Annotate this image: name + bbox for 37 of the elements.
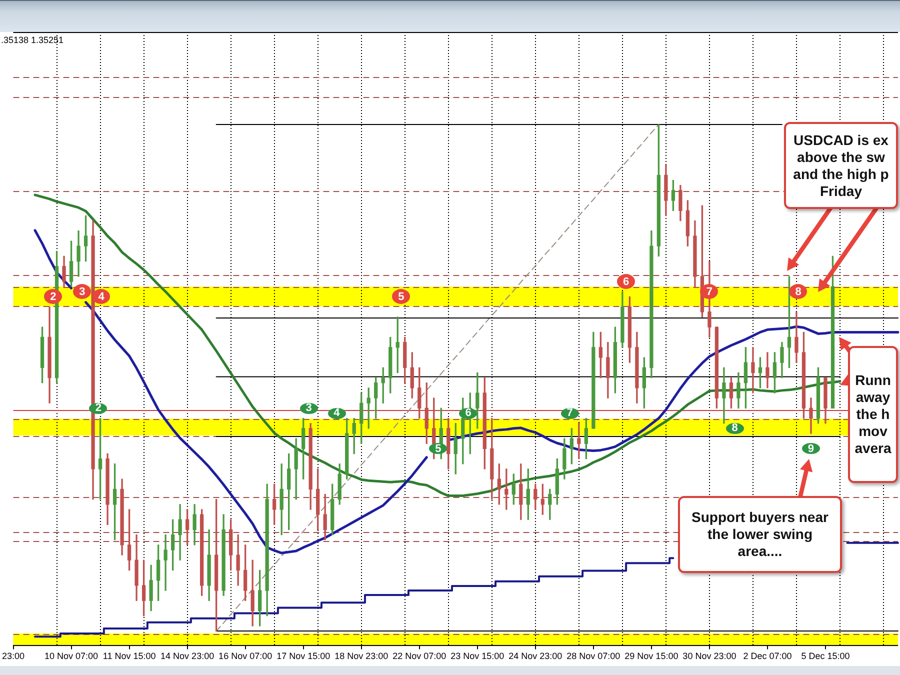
x-tick-label: 2 Dec 07:00 [743,651,792,662]
x-tick-label: 23 Nov 15:00 [450,651,504,662]
annotation: 6 [617,274,636,290]
annotation: 7 [700,284,718,300]
callout-box: USDCAD is ex above the sw and the high p Friday [784,122,898,209]
x-tick-label: 22 Nov 07:00 [392,651,446,662]
x-tick-label: 24 Nov 23:00 [508,651,562,662]
annotation: 2 [89,402,108,414]
x-tick-label: 30 Nov 23:00 [682,651,736,662]
annotation: 8 [726,422,744,434]
annotation: USDCAD is ex above the sw and the high p Friday [793,132,889,200]
annotation: 8 [789,284,808,300]
annotation: 3 [300,402,318,414]
annotation: 5 [429,442,448,455]
annotation: 4 [92,289,110,304]
x-tick-label: 16 Nov 07:00 [218,651,272,662]
annotation: 6 [459,407,478,420]
annotation: 2 [44,289,62,304]
annotation: 3 [73,284,92,300]
x-tick-label: 14 Nov 23:00 [160,651,214,662]
x-tick-label: 29 Nov 15:00 [624,651,678,662]
annotation: Support buyers near the lower swing area.... [692,509,828,560]
x-tick-label: 11 Nov 15:00 [102,651,156,662]
text: .35138 1.35251 [1,35,64,45]
annotation: 5 [392,289,410,304]
x-tick-label: 17 Nov 15:00 [276,651,330,662]
callout-box: Runn away the h mov avera [848,346,898,483]
x-tick-label: 23:00 [2,651,25,662]
annotation: 7 [560,407,579,420]
x-tick-label: 10 Nov 07:00 [44,651,98,662]
annotation: 4 [328,407,346,420]
x-tick-label: 5 Dec 15:00 [801,651,850,662]
annotation: Runn away the h mov avera [854,372,892,457]
x-tick-label: 28 Nov 07:00 [566,651,620,662]
annotation: 9 [802,442,820,455]
callout-box: Support buyers near the lower swing area.... [678,496,842,573]
x-tick-label: 18 Nov 23:00 [334,651,388,662]
